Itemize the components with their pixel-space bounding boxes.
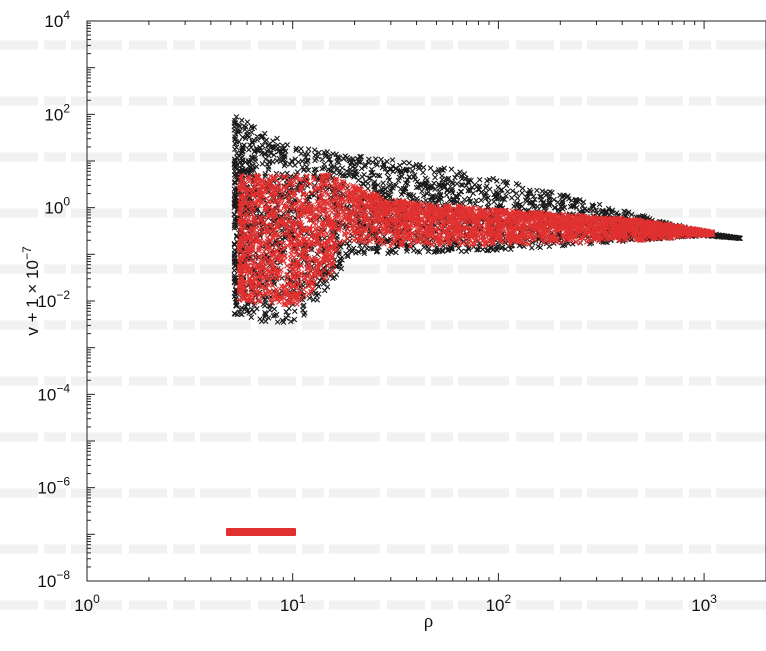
y-tick-label-base: 10	[37, 292, 56, 311]
red-x-markers	[236, 172, 716, 308]
y-tick-label-exponent: 0	[63, 195, 70, 209]
series-red	[236, 172, 716, 308]
y-tick-label: 10−4	[37, 381, 70, 404]
y-axis-title-exponent: −7	[20, 246, 34, 260]
x-tick-label: 103	[691, 592, 717, 615]
y-tick-label: 10−8	[37, 568, 70, 591]
y-tick-label-exponent: −8	[56, 568, 70, 582]
y-tick-label: 102	[44, 101, 70, 124]
y-tick-label-exponent: −2	[56, 288, 70, 302]
y-tick-label-exponent: −6	[56, 475, 70, 489]
y-tick-label-exponent: 4	[63, 8, 70, 22]
y-tick-label-base: 10	[44, 105, 63, 124]
x-tick-label-base: 10	[74, 596, 93, 615]
x-tick-label: 102	[486, 592, 512, 615]
y-tick-label: 10−2	[37, 288, 70, 311]
tick-layer	[86, 20, 766, 582]
y-tick-label-exponent: −4	[56, 381, 70, 395]
y-tick-label: 104	[44, 8, 70, 31]
x-tick-label-exponent: 2	[505, 592, 512, 606]
x-tick-label-base: 10	[280, 596, 299, 615]
x-tick-label-exponent: 0	[93, 592, 100, 606]
y-tick-label-base: 10	[44, 199, 63, 218]
x-tick-label-base: 10	[486, 596, 505, 615]
x-tick-label-exponent: 3	[710, 592, 717, 606]
x-tick-label-exponent: 1	[299, 592, 306, 606]
x-tick-label: 100	[74, 592, 100, 615]
legend-swatch-red	[226, 528, 296, 536]
x-axis-title: ρ	[424, 611, 433, 632]
y-tick-label: 10−6	[37, 475, 70, 498]
y-axis-title-main: v + 1 × 10	[23, 260, 42, 336]
y-tick-label-base: 10	[37, 572, 56, 591]
figure-background	[0, 0, 766, 633]
y-tick-label: 100	[44, 195, 70, 218]
y-tick-label-exponent: 2	[63, 101, 70, 115]
y-tick-label-base: 10	[37, 479, 56, 498]
series-layer	[231, 114, 743, 325]
x-tick-label: 101	[280, 592, 306, 615]
y-tick-label-base: 10	[37, 385, 56, 404]
y-axis-title: v + 1 × 10−7	[20, 246, 42, 336]
x-tick-label-base: 10	[691, 596, 710, 615]
y-tick-label-base: 10	[44, 12, 63, 31]
